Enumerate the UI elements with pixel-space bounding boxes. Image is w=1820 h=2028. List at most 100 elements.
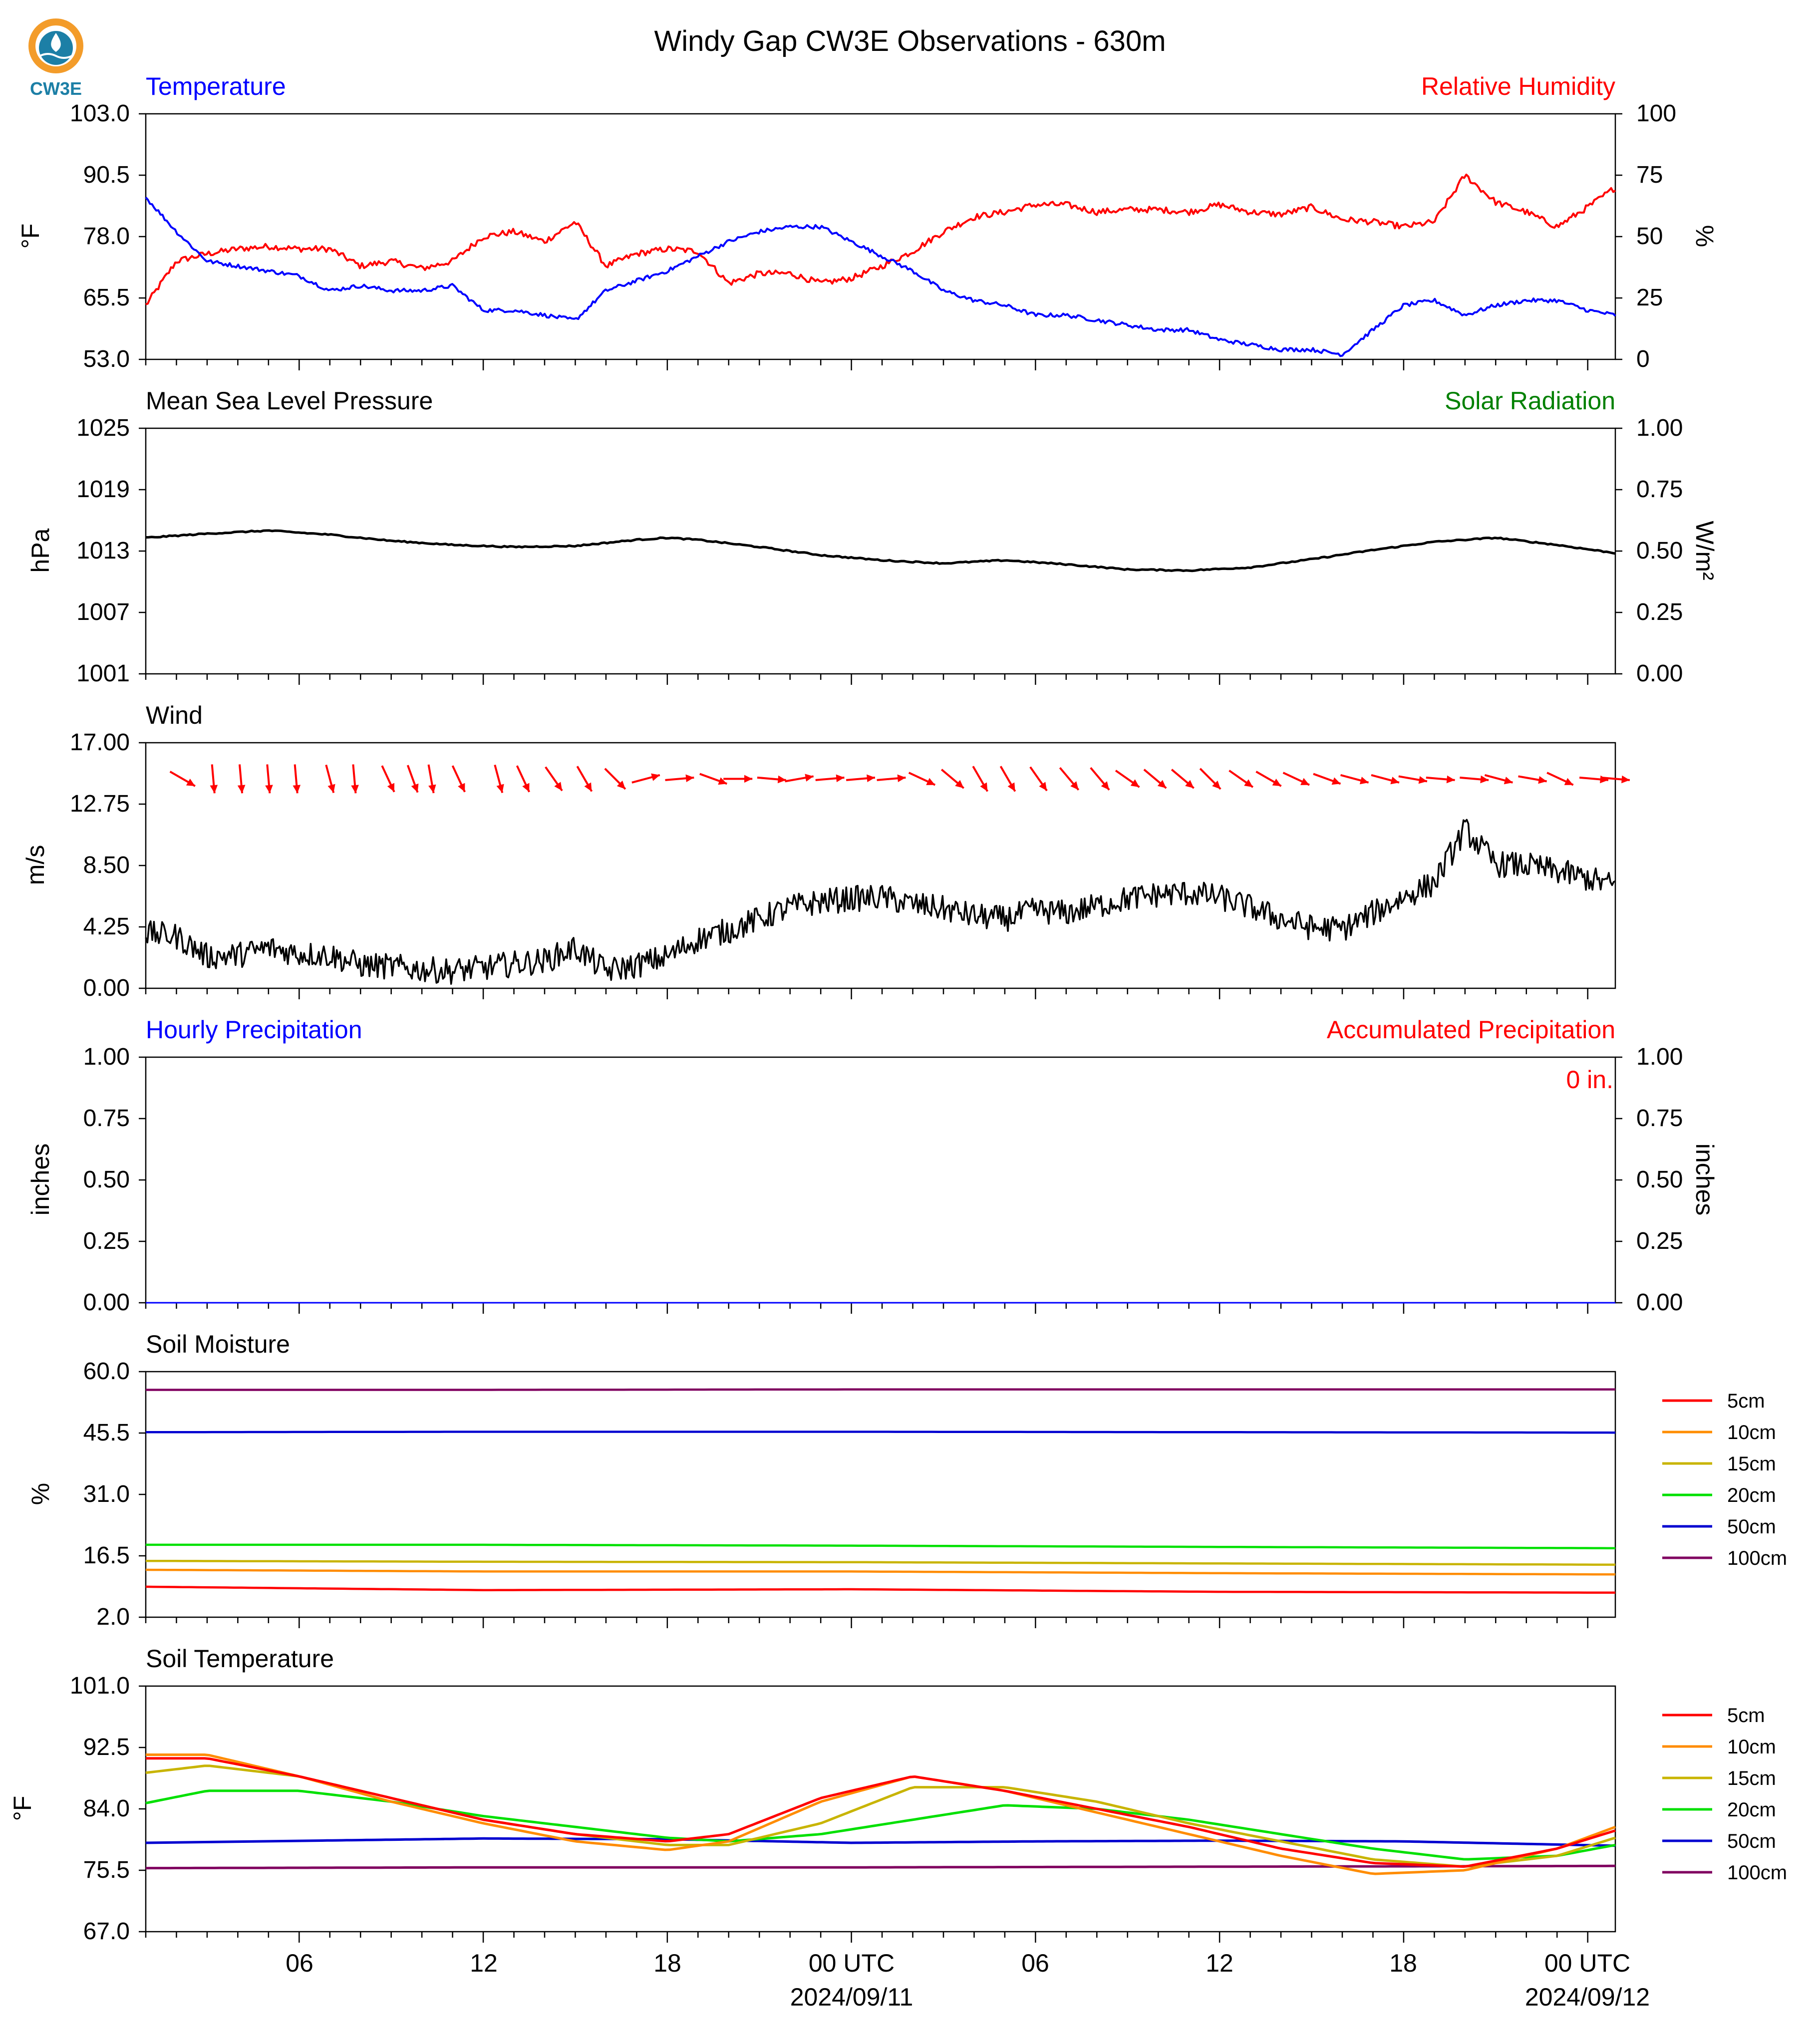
wind-speed-line — [145, 819, 1616, 985]
x-tick-label: 12 — [1206, 1949, 1233, 1977]
y-tick-label: 84.0 — [83, 1795, 130, 1822]
right-tick-label: 0.25 — [1636, 599, 1683, 625]
legend-label-15cm: 15cm — [1727, 1767, 1776, 1789]
wind-direction-arrow — [1029, 766, 1048, 792]
soil-temp-legend: 5cm 10cm 15cm 20cm 50cm 100cm — [1662, 1705, 1787, 1884]
y-tick-label: 78.0 — [83, 223, 130, 250]
pressure-panel: Mean Sea Level Pressure Solar Radiation … — [26, 387, 1719, 687]
wind-direction-arrow — [1090, 767, 1110, 791]
wind-direction-arrow — [908, 772, 936, 786]
x-tick-label: 18 — [1389, 1949, 1417, 1977]
y-tick-label: 31.0 — [83, 1481, 130, 1507]
right-axis-label: W/m² — [1691, 521, 1719, 580]
legend-label-20cm: 20cm — [1727, 1484, 1776, 1506]
legend-label-100cm: 100cm — [1727, 1547, 1787, 1569]
wind-direction-arrow — [1426, 775, 1455, 784]
temp-rh-panel: Temperature Relative Humidity 103.0 90.5… — [16, 72, 1719, 372]
legend-label-5cm: 5cm — [1727, 1390, 1765, 1412]
wind-direction-arrow — [972, 766, 988, 792]
temperature-title: Temperature — [146, 72, 286, 100]
legend-label-10cm: 10cm — [1727, 1736, 1776, 1758]
wind-direction-arrow — [1313, 773, 1341, 785]
y-tick-label: 67.0 — [83, 1918, 130, 1945]
wind-direction-arrow — [815, 774, 845, 783]
y-tick-label: 92.5 — [83, 1734, 130, 1760]
wind-direction-arrow — [451, 765, 466, 793]
legend-label-10cm: 10cm — [1727, 1422, 1776, 1444]
y-axis-label: m/s — [21, 845, 49, 885]
y-axis-label: inches — [26, 1144, 54, 1216]
y-tick-label: 103.0 — [70, 100, 130, 127]
wind-direction-arrow — [494, 764, 504, 793]
wind-direction-arrow — [576, 766, 593, 792]
legend-label-50cm: 50cm — [1727, 1516, 1776, 1538]
right-tick-label: 0.75 — [1636, 1105, 1683, 1132]
soil-moisture-line-50cm — [146, 1431, 1616, 1434]
accum-precip-value: 0 in. — [1566, 1066, 1613, 1094]
right-axis-label: % — [1691, 225, 1719, 247]
right-tick-label: 0.00 — [1636, 660, 1683, 687]
soil-moisture-line-15cm — [146, 1559, 1615, 1566]
x-tick-label: 00 UTC — [1544, 1949, 1630, 1977]
temperature-line — [145, 197, 1616, 357]
date-label: 2024/09/12 — [1525, 1983, 1650, 2011]
logo-text: CW3E — [30, 78, 82, 99]
pressure-title: Mean Sea Level Pressure — [146, 387, 433, 415]
wind-direction-arrow — [1398, 775, 1428, 784]
y-axis-label: hPa — [26, 528, 54, 573]
wind-direction-arrow — [1460, 775, 1489, 784]
y-tick-label: 1019 — [76, 476, 130, 503]
y-tick-label: 4.25 — [83, 913, 130, 940]
humidity-title: Relative Humidity — [1421, 72, 1615, 100]
y-tick-label: 0.75 — [83, 1105, 130, 1132]
y-tick-label: 17.00 — [70, 729, 130, 756]
wind-direction-arrow — [877, 774, 906, 783]
wind-direction-arrow — [757, 775, 786, 784]
pressure-line — [145, 529, 1616, 573]
legend-label-50cm: 50cm — [1727, 1830, 1776, 1852]
soil-temp-line-50cm — [145, 1837, 1616, 1847]
hourly-precip-title: Hourly Precipitation — [146, 1016, 362, 1044]
wind-direction-arrow — [846, 774, 876, 783]
wind-direction-arrow — [999, 766, 1016, 792]
y-tick-label: 1001 — [76, 660, 130, 687]
humidity-line — [145, 173, 1616, 305]
wind-direction-arrow — [604, 768, 626, 790]
soil-moisture-panel: Soil Moisture 60.0 45.5 31.0 16.5 2.0 % … — [26, 1330, 1787, 1630]
wind-direction-arrow — [1228, 770, 1254, 788]
x-tick-label: 00 UTC — [809, 1949, 895, 1977]
wind-direction-arrow — [1199, 768, 1221, 790]
cw3e-logo: CW3E — [28, 18, 83, 99]
soil-temp-panel: Soil Temperature 101.0 92.5 84.0 75.5 67… — [8, 1645, 1787, 1945]
y-tick-label: 12.75 — [70, 791, 130, 817]
wind-direction-arrow — [940, 769, 964, 789]
right-tick-label: 0.25 — [1636, 1228, 1683, 1254]
y-tick-label: 16.5 — [83, 1542, 130, 1569]
x-tick-label: 12 — [470, 1949, 498, 1977]
soil-temp-line-5cm — [146, 1757, 1616, 1868]
wind-direction-arrow — [665, 774, 694, 783]
legend-label-100cm: 100cm — [1727, 1862, 1787, 1884]
wind-direction-arrow — [1600, 775, 1630, 784]
date-label: 2024/09/11 — [790, 1983, 913, 2011]
y-tick-label: 101.0 — [70, 1673, 130, 1699]
right-tick-label: 0.75 — [1636, 476, 1683, 503]
y-tick-label: 65.5 — [83, 285, 130, 311]
legend-label-15cm: 15cm — [1727, 1453, 1776, 1475]
wind-direction-arrow — [1340, 774, 1369, 785]
wind-direction-arrow — [723, 775, 753, 783]
soil-moisture-legend: 5cm 10cm 15cm 20cm 50cm 100cm — [1662, 1390, 1787, 1569]
y-tick-label: 8.50 — [83, 852, 130, 878]
chart-title: Windy Gap CW3E Observations - 630m — [654, 25, 1166, 57]
wind-direction-arrow — [237, 764, 246, 794]
y-tick-label: 60.0 — [83, 1358, 130, 1385]
wind-direction-arrow — [699, 773, 727, 785]
y-tick-label: 0.50 — [83, 1166, 130, 1193]
soil-moisture-line-5cm — [145, 1585, 1615, 1594]
wind-direction-arrow — [265, 764, 273, 794]
y-tick-label: 1007 — [76, 599, 130, 625]
y-tick-label: 0.00 — [83, 1289, 130, 1316]
x-axis: 06 12 18 00 UTC 06 12 18 00 UTC 2024/09/… — [286, 1949, 1650, 2011]
y-tick-label: 45.5 — [83, 1420, 130, 1446]
